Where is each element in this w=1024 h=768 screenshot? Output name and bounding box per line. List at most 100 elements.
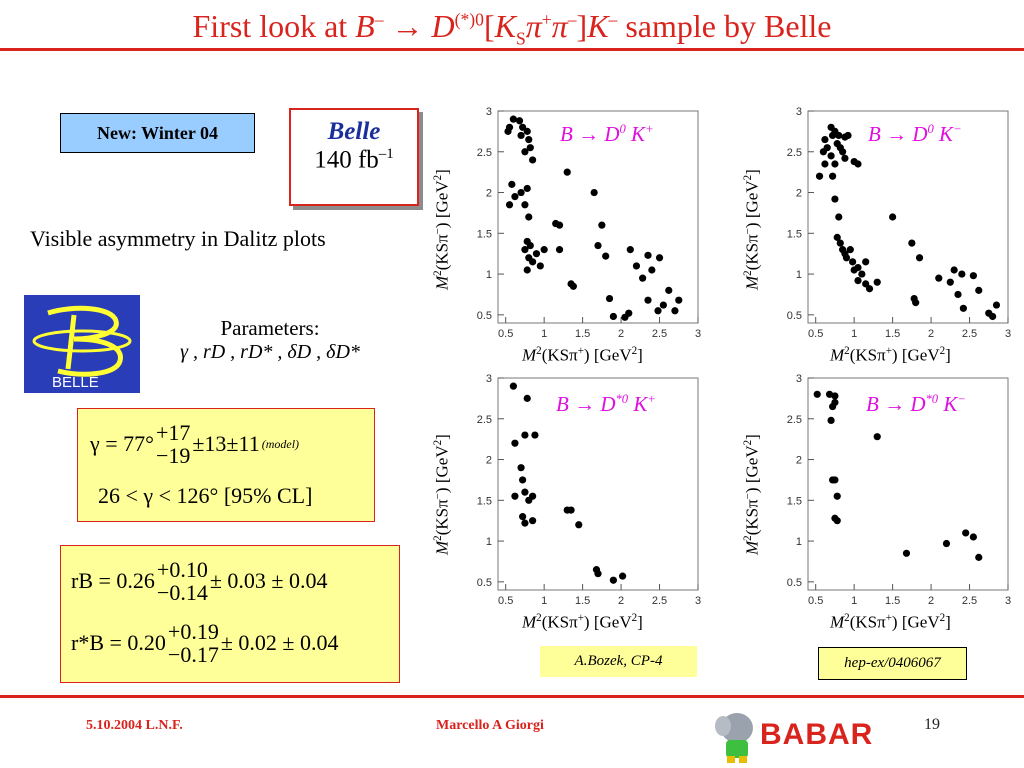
data-point [529, 517, 537, 525]
data-point [833, 233, 841, 241]
data-point [675, 296, 683, 304]
plot-title-d0-kminus: B → D0 K− [868, 122, 962, 146]
data-point [821, 135, 829, 144]
y-tick-label: 2 [486, 455, 492, 467]
data-point [529, 258, 537, 266]
x-tick-label: 2.5 [962, 328, 977, 340]
y-tick-label: 1 [486, 536, 492, 548]
data-point [511, 492, 519, 500]
x-tick-label: 2 [928, 328, 934, 340]
data-point [858, 270, 866, 278]
title-rule [0, 48, 1024, 51]
data-point [529, 492, 537, 500]
parameters-list: γ , rD , rD* , δD , δD* [180, 341, 360, 363]
y-tick-label: 0.5 [787, 310, 802, 322]
data-point [555, 221, 564, 229]
y-tick-label: 3 [796, 373, 802, 385]
data-point [969, 272, 977, 280]
plot-title-dstar0-kplus: B → D*0 K+ [556, 392, 656, 416]
data-point [989, 312, 997, 321]
data-point [671, 307, 679, 315]
data-point [954, 290, 962, 299]
data-point [598, 221, 606, 229]
data-point [523, 266, 531, 274]
x-tick-label: 2.5 [652, 595, 667, 607]
belle-luminosity-box: Belle 140 fb–1 [289, 108, 419, 206]
data-point [950, 266, 958, 274]
parameters-label: Parameters: [220, 316, 320, 340]
data-point [813, 390, 821, 398]
footer-date: 5.10.2004 L.N.F. [86, 718, 183, 733]
gamma-range: 26 < γ < 126° [95% CL] [98, 483, 313, 508]
footer-rule [0, 695, 1024, 698]
parameters-block: Parameters: γ , rD , rD* , δD , δD* [170, 316, 370, 364]
data-point [836, 239, 844, 247]
data-point [540, 246, 548, 254]
plot-title-d0-kplus: B → D0 K+ [560, 122, 654, 146]
x-tick-label: 1 [851, 328, 857, 340]
data-point [889, 213, 897, 221]
data-point [526, 144, 534, 152]
data-point [525, 213, 533, 221]
plot-title-dstar0-kminus: B → D*0 K− [866, 392, 966, 416]
y-tick-label: 2 [796, 455, 802, 467]
x-tick-label: 0.5 [498, 595, 513, 607]
data-point [829, 172, 837, 180]
data-point [523, 394, 531, 402]
y-tick-label: 0.5 [477, 310, 492, 322]
data-point [523, 127, 531, 135]
data-point [505, 123, 514, 131]
x-tick-label: 1 [851, 595, 857, 607]
data-point [827, 152, 835, 160]
y-tick-label: 3 [796, 106, 802, 118]
y-tick-label: 2.5 [477, 147, 492, 159]
x-tick-label: 1.5 [575, 328, 590, 340]
y-tick-label: 3 [486, 106, 492, 118]
asymmetry-text: Visible asymmetry in Dalitz plots [30, 226, 326, 251]
belle-logo: BELLE [24, 295, 140, 393]
data-point [975, 286, 983, 294]
data-point [865, 285, 874, 293]
babar-wordmark: BABAR [760, 718, 874, 751]
data-point [655, 254, 664, 262]
data-point [632, 262, 641, 270]
data-point [862, 258, 870, 266]
y-axis-label-2: M2(KSπ−) [GeV2] [742, 169, 762, 290]
y-tick-label: 2.5 [787, 147, 802, 159]
x-tick-label: 0.5 [808, 328, 823, 340]
data-point [521, 246, 529, 254]
x-axis-label-1: M2(KSπ+) [GeV2] [522, 345, 643, 365]
y-tick-label: 1.5 [477, 228, 492, 240]
data-point [942, 539, 951, 548]
data-point [625, 309, 633, 317]
dalitz-plot-dstar0-kplus: 0.5 1 1.5 2 2.5 3 0.5 1 1.5 2 2.5 3 [477, 373, 701, 607]
data-point [517, 188, 525, 197]
data-point [532, 250, 541, 258]
y-axis-label-1: M2(KSπ−) [GeV2] [432, 169, 452, 290]
x-tick-label: 2 [618, 328, 624, 340]
plot-frame [497, 110, 699, 324]
y-tick-label: 2 [796, 188, 802, 200]
footer-author: Marcello A Giorgi [436, 718, 544, 733]
data-point [619, 572, 627, 580]
data-point [521, 148, 529, 156]
belle-word: Belle [327, 118, 381, 145]
data-point [946, 278, 954, 286]
data-point [605, 294, 614, 303]
data-point [529, 156, 537, 164]
x-tick-label: 3 [1005, 595, 1011, 607]
rb-result-box: rB = 0.26 +0.10 −0.14 ± 0.03 ± 0.04 r*B =… [60, 545, 400, 683]
y-tick-label: 3 [486, 373, 492, 385]
new-winter-label: New: Winter 04 [60, 113, 255, 153]
x-tick-label: 2 [618, 595, 624, 607]
data-point [526, 241, 534, 250]
data-point [509, 115, 517, 123]
data-point [555, 246, 564, 254]
gamma-equation: γ = 77° +17 −19 ±13±11 (model) [90, 420, 300, 469]
data-point [862, 280, 870, 288]
y-tick-label: 1 [796, 536, 802, 548]
data-point [842, 254, 851, 262]
data-point [511, 439, 519, 447]
y-tick-label: 2.5 [477, 414, 492, 426]
data-point [833, 492, 841, 500]
